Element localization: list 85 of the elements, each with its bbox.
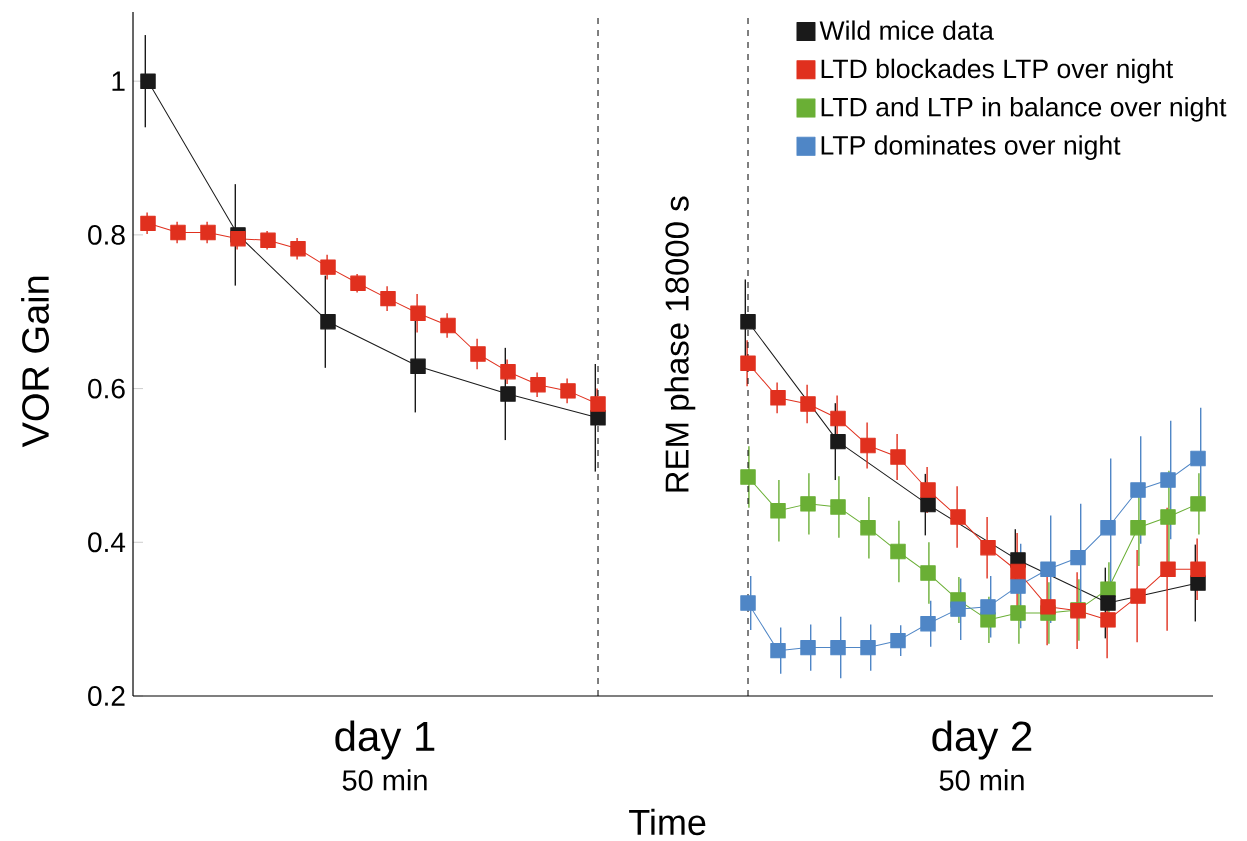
point [1010,578,1026,594]
legend-label: LTP dominates over night [821,135,1121,161]
point [1130,519,1146,536]
point [860,437,876,454]
point [980,599,996,615]
point [260,232,276,248]
point [1100,519,1116,536]
text: 50 min [939,769,1024,791]
point [230,231,246,247]
point [740,469,756,485]
point [800,639,816,656]
point [920,496,936,513]
point [1190,575,1206,591]
point [380,290,396,307]
point [290,241,306,257]
point [530,377,546,393]
point [830,639,846,656]
point [920,565,936,581]
point [920,482,936,498]
point [320,259,336,275]
point [800,396,816,412]
point [170,224,186,241]
point [890,449,906,465]
point [500,386,516,402]
point [1160,561,1176,577]
point [770,390,786,406]
point [920,616,936,632]
y-tick-label: 0.8 [88,224,125,245]
text: day 2 [932,720,1032,760]
point [1100,581,1116,597]
point [1130,588,1146,604]
point [1040,599,1056,615]
point [410,358,426,374]
legend-label: LTD blockades LTP over night [821,58,1174,84]
point [440,317,456,334]
legend-label: LTD and LTP in balance over night [821,96,1227,122]
point [1190,496,1206,512]
point [1100,612,1116,628]
point [1070,549,1086,566]
point [350,275,366,291]
point [1130,482,1146,498]
point [740,595,756,611]
point [1160,509,1176,525]
point [470,346,486,362]
point [200,224,216,241]
point [1010,563,1026,580]
point [860,519,876,536]
y-tick-label: 0.2 [88,686,125,706]
point [140,215,156,232]
point [950,509,966,525]
point [560,383,576,399]
point [1010,605,1026,621]
point [770,642,786,659]
annotation: REM phase 18000 s [664,196,696,492]
point [830,410,846,427]
point [740,355,756,371]
point [590,396,606,412]
y-tick-label: 1 [112,71,125,91]
point [860,639,876,656]
point [830,433,846,450]
point [410,305,426,321]
y-axis-title: VOR Gain [21,276,50,448]
point [800,496,816,512]
point [770,503,786,519]
point [830,499,846,515]
point [890,632,906,649]
point [950,601,966,617]
point [1040,561,1056,577]
point [140,73,156,89]
y-tick-label: 0.4 [88,532,126,553]
point [1190,450,1206,467]
point [1190,561,1206,577]
x-axis-title: Time [629,808,706,836]
point [590,410,606,426]
y-tick-label: 0.6 [88,378,125,399]
point [740,314,756,330]
point [890,543,906,560]
text: 50 min [342,769,427,791]
point [500,363,516,380]
point [980,539,996,556]
point [1160,472,1176,488]
legend-label: Wild mice data [819,20,994,40]
text: day 1 [335,720,435,760]
point [320,314,336,330]
point [1100,595,1116,611]
